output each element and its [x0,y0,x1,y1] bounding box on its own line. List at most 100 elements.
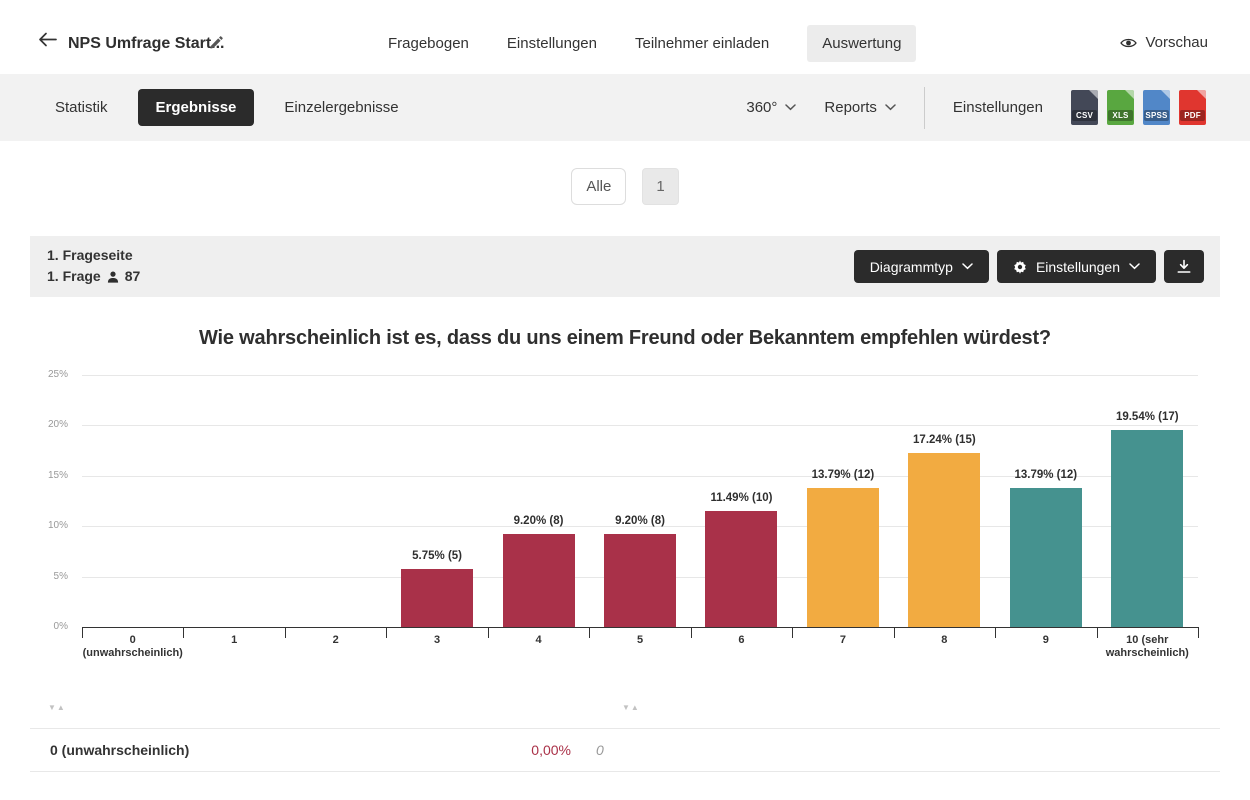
question-label: 1. Frage [47,268,101,284]
bar-value-label: 9.20% (8) [513,515,564,528]
edit-pencil-icon[interactable] [209,36,223,50]
vertical-divider [923,86,925,129]
file-type-label: SPSS [1144,110,1169,121]
bar-value-label: 13.79% (12) [811,468,875,481]
chevron-down-icon [885,104,896,111]
gridline [82,526,1198,528]
file-type-label: PDF [1180,110,1205,121]
axis-tick [589,627,591,638]
file-fold-corner [1161,90,1170,99]
axis-tick [1198,627,1199,638]
y-tick-label: 0% [53,621,68,632]
bar-value-label: 13.79% (12) [1014,468,1078,481]
chart-type-label: Diagrammtyp [869,258,953,275]
top-header: NPS Umfrage Start... Fragebogen Einstell… [0,0,1250,74]
bar-category-9[interactable] [1009,487,1082,627]
respondent-count: 87 [124,268,141,284]
chevron-down-icon [785,104,797,111]
page-filter-all-button[interactable]: Alle [571,168,627,205]
file-type-label: CSV [1072,110,1097,121]
dropdown-reports-label: Reports [824,99,877,116]
bar-category-7[interactable] [806,487,879,627]
x-tick-label: 2 [332,634,339,646]
tab-ergebnisse[interactable]: Ergebnisse [137,89,255,126]
bar-value-label: 17.24% (15) [913,434,976,447]
table-row: 0 (unwahrscheinlich) 0,00% 0 [30,729,1220,772]
bar-value-label: 19.54% (17) [1115,411,1179,424]
x-tick-label: 1 [231,634,238,646]
pdf-export-icon[interactable]: PDF [1179,90,1206,125]
survey-title: NPS Umfrage Start... [68,35,225,52]
axis-tick [893,627,895,638]
dropdown-360-label: 360° [746,99,778,116]
spss-export-icon[interactable]: SPSS [1143,90,1170,125]
x-tick-label: 6 [738,634,745,646]
dropdown-reports[interactable]: Reports [824,99,896,116]
answer-percent: 0,00% [531,742,571,758]
chart-download-button[interactable] [1164,250,1204,283]
gridline [82,425,1198,427]
respondents-person-icon [107,271,119,283]
bar-category-8[interactable] [908,453,981,627]
chart-title: Wie wahrscheinlich ist es, dass du uns e… [199,327,1051,349]
sort-values-icon[interactable]: ▼▲ [622,703,640,712]
y-tick-label: 15% [47,469,68,481]
results-table: 0 (unwahrscheinlich) 0,00% 0 [30,728,1220,772]
y-tick-label: 10% [47,520,68,532]
x-tick-label: 8 [941,634,948,646]
bar-category-3[interactable] [401,569,474,627]
preview-label: Vorschau [1145,34,1208,51]
page-filter-page-1-button[interactable]: 1 [642,168,679,205]
axis-tick [1096,627,1098,638]
csv-export-icon[interactable]: CSV [1071,90,1098,125]
xls-export-icon[interactable]: XLS [1107,90,1134,125]
x-axis-line [82,627,1198,628]
y-tick-label: 25% [47,369,68,380]
bar-category-4[interactable] [502,534,575,627]
bar-category-6[interactable] [705,511,778,627]
axis-tick [487,627,489,638]
axis-tick [183,627,185,638]
result-tabs: Statistik Ergebnisse Einzelergebnisse [55,74,399,141]
tab-einzelergebnisse[interactable]: Einzelergebnisse [284,99,399,116]
axis-tick [386,627,388,638]
toolbar-right: 360° Reports Einstellungen CSV XLS SPSS PDF [746,74,1206,141]
eye-icon [1120,37,1138,49]
download-icon [1177,259,1191,273]
file-type-label: XLS [1108,110,1133,121]
nav-item-teilnehmer-einladen[interactable]: Teilnehmer einladen [634,35,770,52]
x-tick-label: 5 [636,634,644,646]
file-fold-corner [1089,90,1098,99]
file-fold-corner [1197,90,1206,99]
axis-tick [995,627,997,638]
x-tick-label: 10 (sehr wahrscheinlich) [1105,634,1189,659]
axis-tick [792,627,794,638]
tab-statistik[interactable]: Statistik [55,99,108,116]
chart-settings-label: Einstellungen [1035,258,1120,275]
chart-type-button[interactable]: Diagrammtyp [853,250,989,283]
bar-category-10[interactable] [1111,430,1184,627]
sort-answers-icon[interactable]: ▼▲ [48,703,66,712]
export-icons-group: CSV XLS SPSS PDF [1071,90,1206,125]
y-tick-label: 20% [47,419,68,431]
chevron-down-icon [1129,263,1140,270]
x-tick-label: 0 (unwahrscheinlich) [82,634,183,659]
export-settings-link[interactable]: Einstellungen [952,99,1043,116]
x-tick-label: 4 [535,634,542,646]
preview-button[interactable]: Vorschau [1120,34,1208,51]
nav-item-fragebogen[interactable]: Fragebogen [388,35,469,52]
gear-icon [1014,260,1026,274]
chart-settings-button[interactable]: Einstellungen [996,250,1156,283]
bar-category-5[interactable] [604,534,676,627]
gridline [82,475,1198,477]
nav-item-auswertung[interactable]: Auswertung [807,25,917,62]
main-nav: Fragebogen Einstellungen Teilnehmer einl… [388,25,917,62]
back-arrow-icon[interactable] [38,32,57,47]
axis-tick [284,627,286,638]
question-page-label: 1. Frageseite [47,247,133,263]
chevron-down-icon [962,263,973,270]
nav-item-einstellungen[interactable]: Einstellungen [506,35,597,52]
dropdown-360[interactable]: 360° [746,99,797,116]
x-tick-label: 9 [1042,634,1049,646]
